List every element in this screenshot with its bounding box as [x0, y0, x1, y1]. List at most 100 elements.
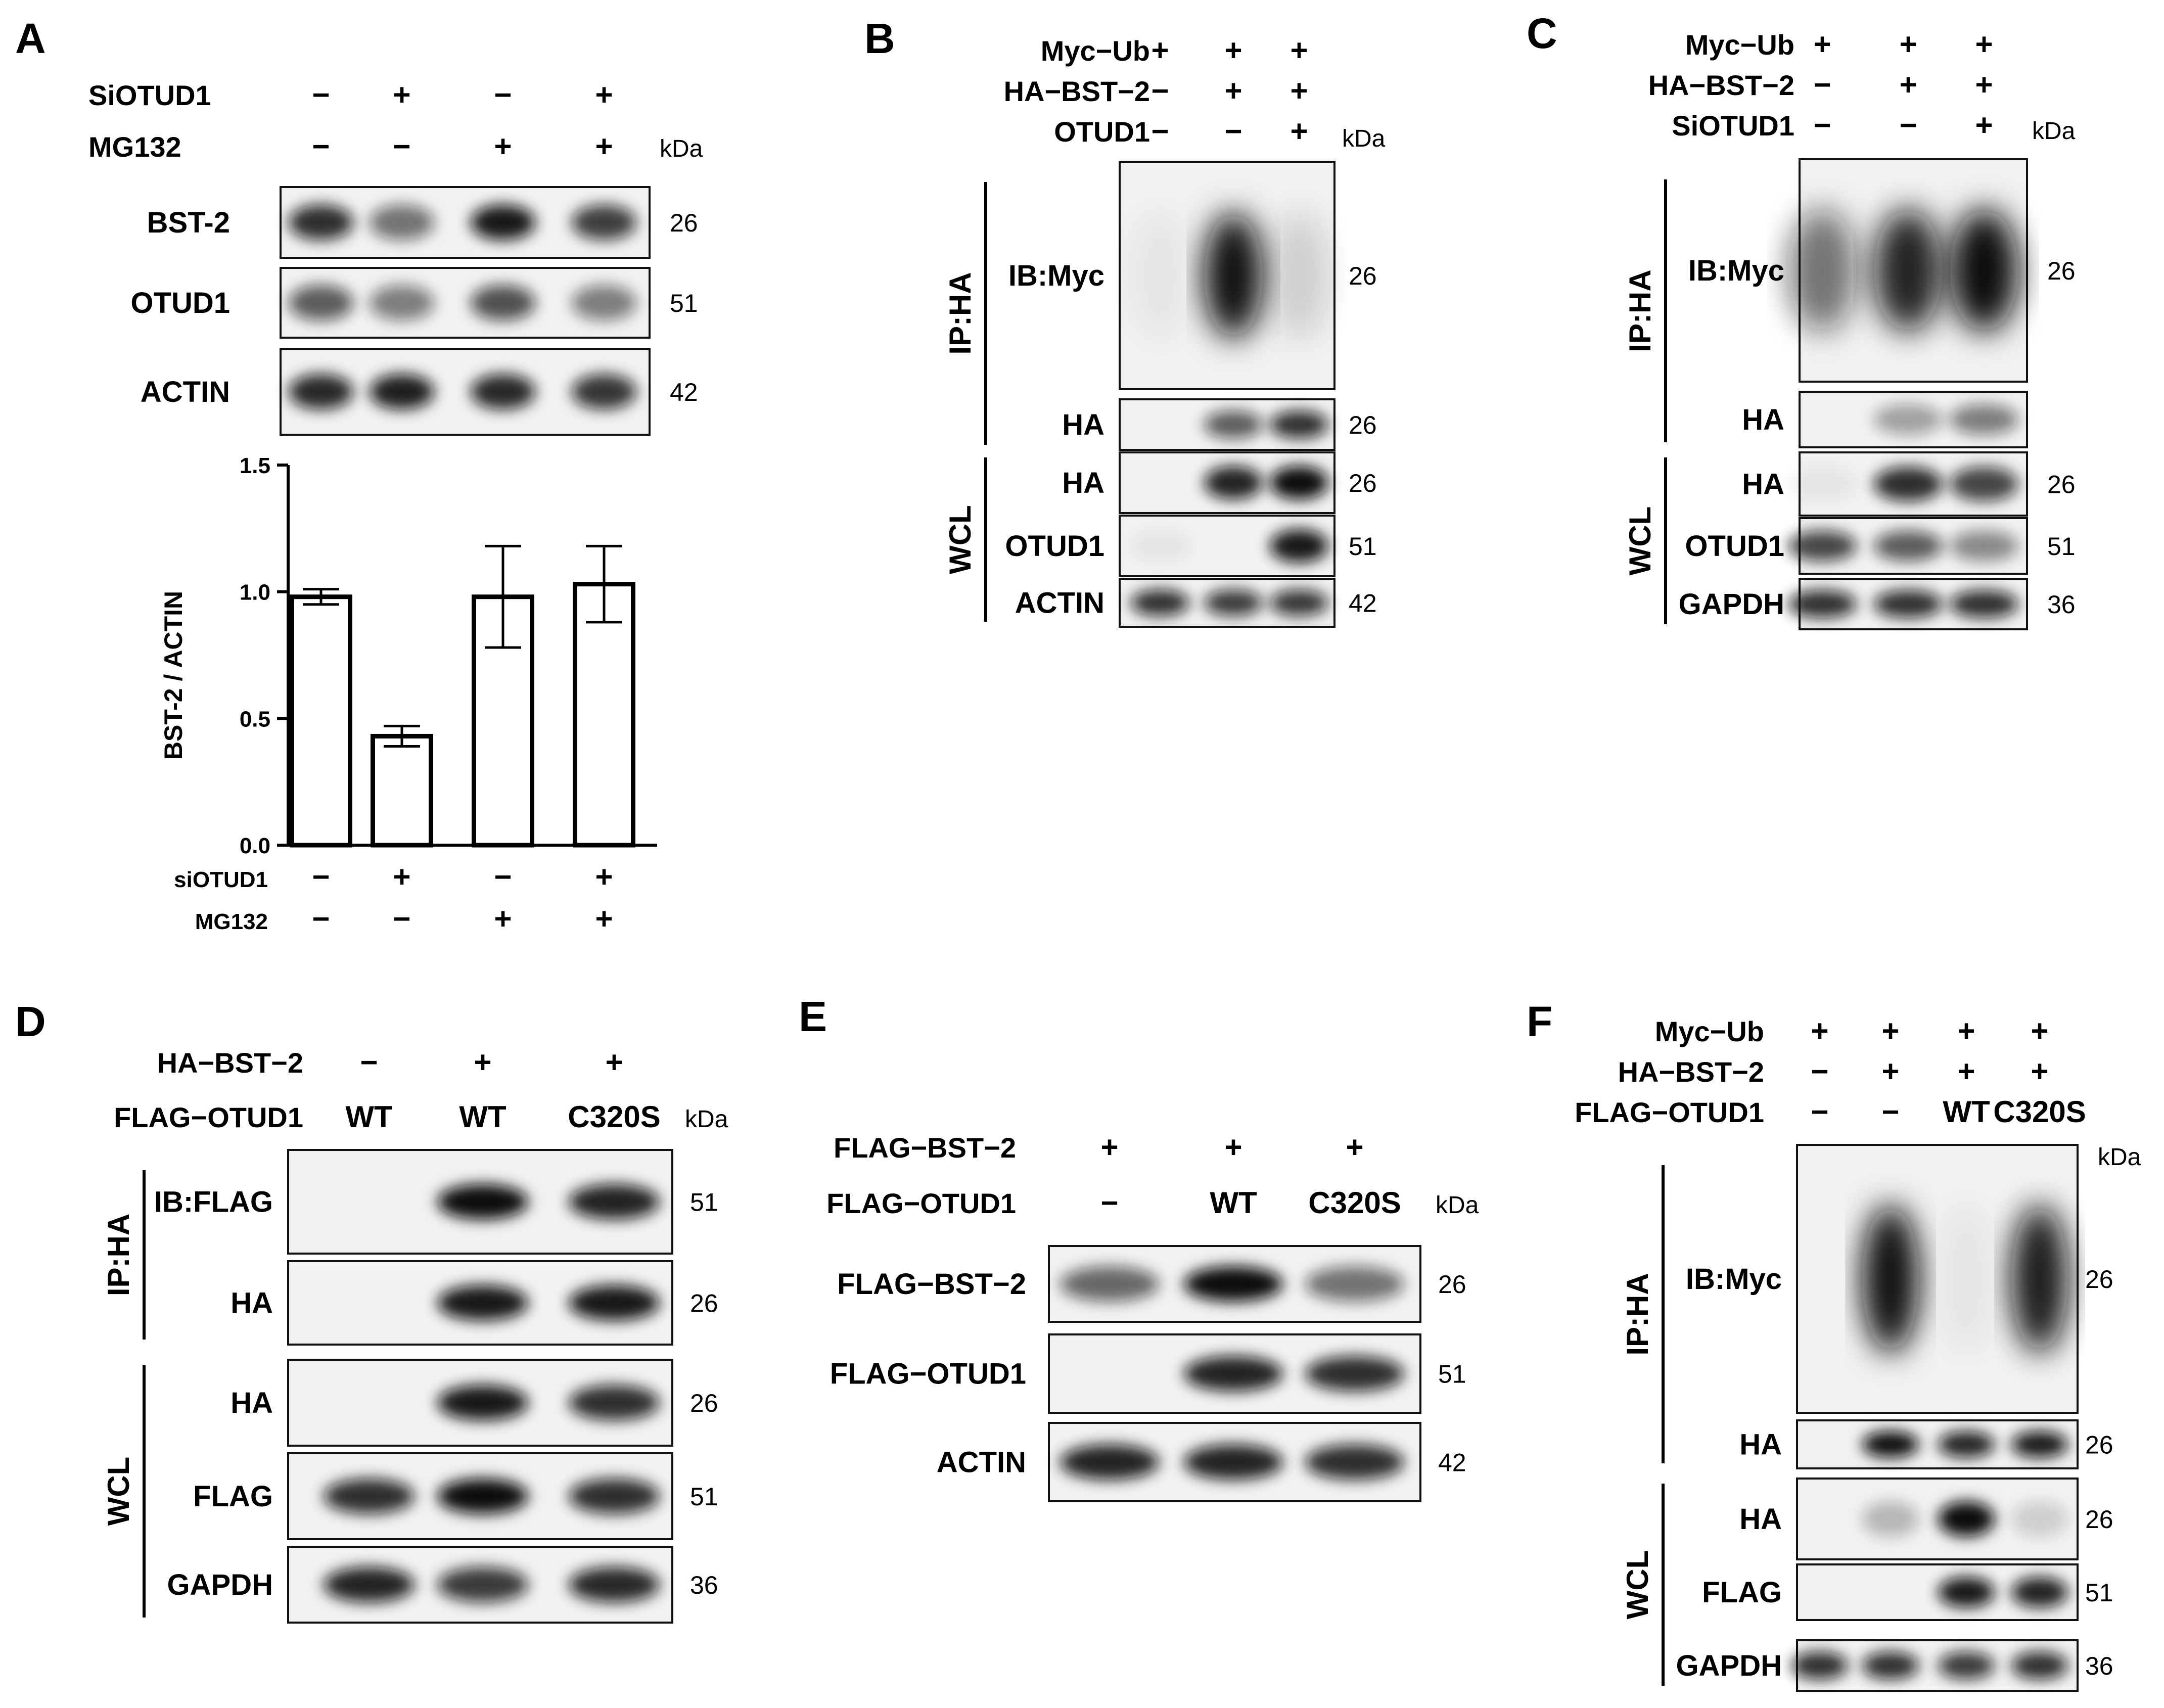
- mw-marker: 51: [2085, 1579, 2113, 1607]
- mw-marker: 26: [670, 209, 698, 237]
- band: [1270, 410, 1328, 439]
- band: [437, 1479, 528, 1514]
- panel-label: E: [799, 993, 827, 1040]
- treatment-sign: +: [393, 78, 410, 112]
- mw-marker: 26: [2085, 1431, 2113, 1459]
- chart-row-sign: +: [494, 902, 512, 936]
- treatment-sign: +: [1811, 1014, 1828, 1048]
- band: [569, 1479, 660, 1514]
- blot-label: HA: [1739, 1503, 1782, 1536]
- treatment-sign: +: [494, 129, 512, 163]
- panel-label: F: [1527, 998, 1552, 1045]
- blot-F-2: HA 26: [1739, 1419, 2113, 1469]
- mw-marker: 42: [1349, 589, 1377, 618]
- treatment-sign: −: [1881, 1095, 1899, 1129]
- blot-C-3: HA 26: [1742, 451, 2076, 517]
- treatment-sign: +: [1975, 27, 1993, 61]
- treatment-sign: −: [1813, 108, 1831, 142]
- panel-A: A SiOTUD1 − + − + MG132 − − + + kDa: [15, 15, 703, 163]
- band: [572, 285, 636, 320]
- treatment-sign: −: [1811, 1054, 1828, 1088]
- blot-label: FLAG: [193, 1480, 273, 1513]
- treatment-sign: −: [312, 129, 330, 163]
- band: [1938, 1651, 1995, 1680]
- treatment-sign: +: [605, 1045, 623, 1079]
- panel-label: C: [1527, 10, 1557, 57]
- treatment-sign: −: [360, 1045, 378, 1079]
- mw-marker: 51: [2047, 532, 2076, 561]
- treatment-sign: +: [1224, 33, 1242, 67]
- blot-C-5: GAPDH 36: [1679, 578, 2076, 630]
- y-tick-label: 0.5: [240, 707, 270, 731]
- treatment-label: FLAG−OTUD1: [1575, 1096, 1764, 1128]
- treatment-sign: +: [1975, 108, 1993, 142]
- blot-A-3: ACTIN 42: [141, 348, 698, 436]
- blot-D-1: IB:FLAG 51: [154, 1149, 718, 1255]
- blot-label: ACTIN: [937, 1446, 1026, 1479]
- mw-marker: 26: [1349, 411, 1377, 439]
- band: [1184, 1266, 1283, 1302]
- band: [1305, 1444, 1404, 1480]
- blot-label: HA: [1742, 403, 1784, 436]
- mw-marker: 36: [690, 1571, 718, 1599]
- band: [1204, 589, 1263, 616]
- blot-F-3: HA 26: [1739, 1478, 2113, 1560]
- chart-row-sign: −: [393, 902, 410, 936]
- blot-label: IB:Myc: [1008, 259, 1104, 292]
- treatment-label: HA−BST−2: [157, 1047, 303, 1079]
- treatment-sign: WT: [1943, 1095, 1990, 1129]
- treatment-sign: +: [1813, 27, 1831, 61]
- blot-label: HA: [1739, 1428, 1782, 1461]
- band: [289, 285, 353, 320]
- blot-label: IB:Myc: [1686, 1263, 1782, 1296]
- band: [1874, 209, 1943, 332]
- blot-label: OTUD1: [130, 287, 230, 319]
- blot-label: IB:FLAG: [154, 1186, 273, 1219]
- treatment-sign: +: [1100, 1130, 1118, 1164]
- mw-marker: 26: [2085, 1265, 2113, 1294]
- band: [1950, 209, 2018, 332]
- band: [1950, 530, 2018, 562]
- band: [569, 1567, 660, 1602]
- mw-marker: 51: [1349, 532, 1377, 561]
- band: [569, 1285, 660, 1321]
- treatment-sign: −: [1151, 114, 1169, 148]
- band: [1938, 1205, 1995, 1353]
- band: [1950, 404, 2018, 435]
- treatment-sign: +: [2031, 1054, 2048, 1088]
- y-tick-label: 1.0: [240, 580, 270, 605]
- treatment-sign: −: [1100, 1186, 1118, 1220]
- band: [1204, 213, 1263, 338]
- treatment-sign: +: [474, 1045, 491, 1079]
- blot-B-1: IB:Myc 26: [1008, 161, 1377, 390]
- treatment-sign: −: [1811, 1095, 1828, 1129]
- mw-marker: 51: [690, 1483, 718, 1511]
- mw-marker: 51: [690, 1188, 718, 1217]
- bar: [290, 594, 352, 848]
- band: [1270, 213, 1328, 338]
- treatment-sign: +: [1881, 1054, 1899, 1088]
- mw-marker: 51: [1438, 1360, 1466, 1389]
- y-axis-label: BST-2 / ACTIN: [159, 591, 188, 760]
- band: [1788, 590, 1857, 618]
- panel-label: B: [864, 15, 895, 62]
- bar: [573, 582, 635, 848]
- treatment-sign: C320S: [1993, 1095, 2086, 1129]
- treatment-label: HA−BST−2: [1004, 75, 1150, 107]
- mw-marker: 51: [670, 289, 698, 317]
- band: [437, 1184, 528, 1220]
- mw-marker: 26: [2085, 1505, 2113, 1534]
- band: [370, 374, 434, 409]
- band: [1862, 1431, 1919, 1458]
- chart-row-label: siOTUD1: [174, 867, 268, 892]
- treatment-label: SiOTUD1: [88, 79, 211, 111]
- treatment-sign: +: [1224, 74, 1242, 108]
- blot-D-2: HA 26: [231, 1260, 718, 1346]
- bar-chart: 0.0 0.5 1.0 1.5 BST-2 / ACTIN siOTUD1 − + − + MG13…: [159, 453, 657, 936]
- treatment-sign: −: [1899, 108, 1917, 142]
- band: [1305, 1266, 1404, 1302]
- blot-label: ACTIN: [1015, 587, 1104, 620]
- group-label: WCL: [1621, 1550, 1654, 1620]
- blot-label: FLAG: [1702, 1576, 1782, 1609]
- group-label: IP:HA: [943, 272, 977, 354]
